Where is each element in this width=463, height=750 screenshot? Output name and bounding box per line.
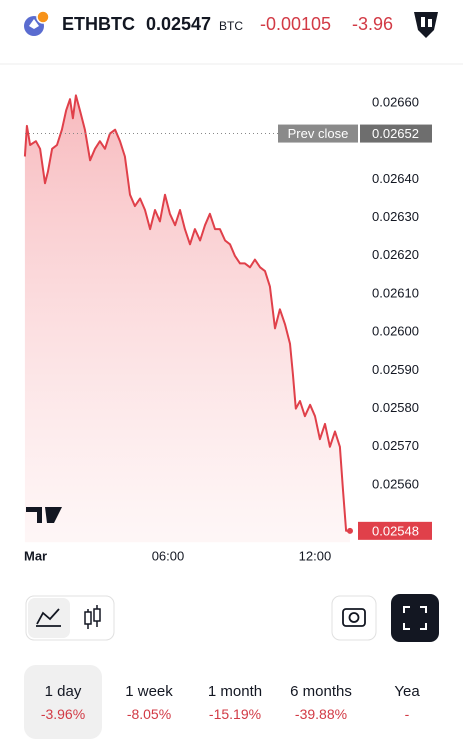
eth-glyph xyxy=(29,19,39,29)
y-tick-label: 0.02560 xyxy=(372,476,419,491)
range-tabs: 1 day -3.96% 1 week -8.05% 1 month -15.19% 6 m… xyxy=(24,665,446,739)
area-fill xyxy=(24,95,351,543)
y-tick-label: 0.02570 xyxy=(372,438,419,453)
y-tick-label: 0.02600 xyxy=(372,324,419,339)
range-label: 1 day xyxy=(44,682,82,700)
line-icon xyxy=(36,608,61,627)
range-tab[interactable]: 1 day -3.96% xyxy=(24,665,102,739)
y-tick-label: 0.02580 xyxy=(372,400,419,415)
fullscreen-button[interactable] xyxy=(391,594,439,642)
y-tick-label: 0.02630 xyxy=(372,209,419,224)
range-tab[interactable]: 6 months -39.88% xyxy=(282,665,360,739)
fullscreen-icon xyxy=(403,606,427,630)
camera-lens xyxy=(348,612,360,623)
change-percent: -3.96 xyxy=(352,14,393,34)
badge-icon[interactable] xyxy=(414,12,438,38)
prev-close-tag xyxy=(278,124,358,143)
tv-logo xyxy=(26,507,62,523)
chart-screen: ETHBTC 0.02547 BTC -0.00105 -3.96 0.0266… xyxy=(0,10,463,642)
price-line xyxy=(23,94,350,532)
x-tick-label: Mar xyxy=(24,548,47,563)
range-tab[interactable]: 1 week -8.05% xyxy=(110,665,188,739)
y-tick-label: 0.02660 xyxy=(372,94,419,109)
camera-icon xyxy=(342,608,366,627)
symbol: ETHBTC xyxy=(62,14,135,34)
candle-body xyxy=(93,608,101,622)
range-change: -39.88% xyxy=(294,705,348,722)
currency: BTC xyxy=(219,19,243,33)
x-tick-label: 06:00 xyxy=(152,548,185,563)
range-tab[interactable]: 1 month -15.19% xyxy=(196,665,274,739)
price: 0.02547 xyxy=(146,14,211,34)
range-label: 1 month xyxy=(207,682,263,700)
prev-close-value: 0.02652 xyxy=(372,126,419,141)
range-change: -3.96% xyxy=(40,705,86,722)
btc-icon xyxy=(36,10,50,24)
last-price-box xyxy=(358,521,432,540)
y-tick-label: 0.02610 xyxy=(372,285,419,300)
change: -0.00105 xyxy=(260,14,331,34)
range-tab[interactable]: Yea - xyxy=(368,665,446,739)
y-tick-label: 0.02590 xyxy=(372,362,419,377)
badge-glyph xyxy=(421,17,425,27)
x-tick-label: 12:00 xyxy=(299,548,332,563)
plot: 0.02660 0.02640 0.02630 0.02620 0.02610 0.026… xyxy=(23,94,432,563)
prev-close-label: Prev close xyxy=(288,126,349,141)
candle-body xyxy=(84,611,92,625)
y-tick-label: 0.02640 xyxy=(372,171,419,186)
last-point xyxy=(346,527,353,534)
snapshot-button[interactable] xyxy=(331,595,377,641)
prev-close-value-box xyxy=(360,124,432,143)
range-label: 1 week xyxy=(125,682,173,700)
range-label: Yea xyxy=(394,682,420,700)
y-tick-label: 0.02620 xyxy=(372,247,419,262)
range-change: -15.19% xyxy=(208,705,262,722)
range-change: -8.05% xyxy=(126,705,172,722)
last-price-label: 0.02548 xyxy=(372,523,419,538)
range-change: - xyxy=(404,705,410,722)
badge-glyph xyxy=(428,19,432,27)
range-label: 6 months xyxy=(290,682,352,700)
